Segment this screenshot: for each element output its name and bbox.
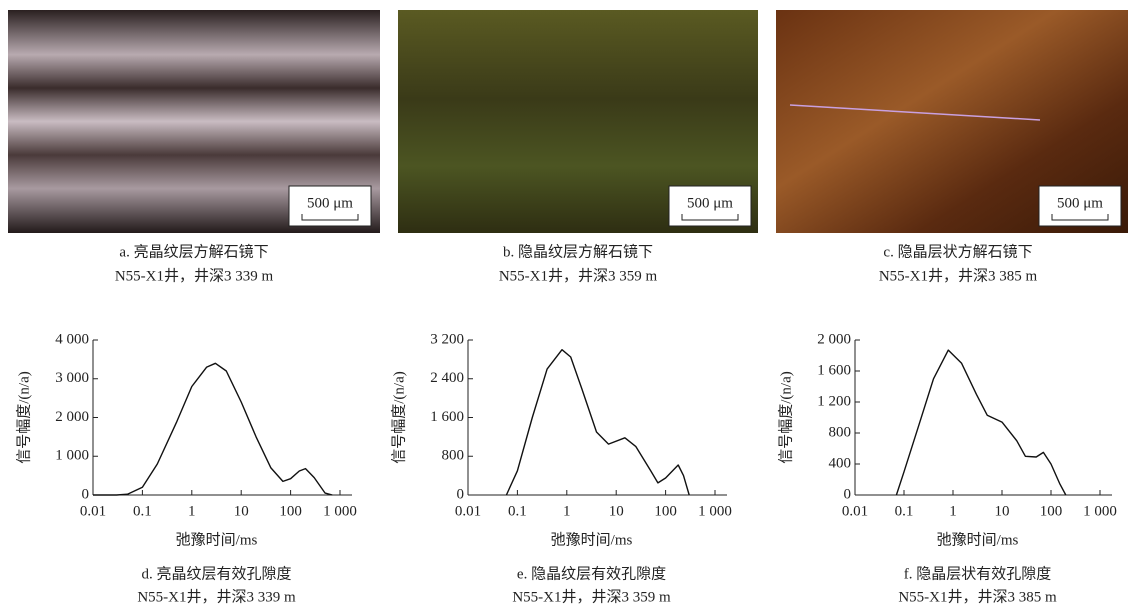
y-tick-label: 2 000 [55,409,89,425]
y-tick-label: 2 400 [430,370,464,386]
x-tick-label: 10 [995,503,1010,519]
x-tick-label: 0.1 [133,503,152,519]
x-tick-label: 1 [949,503,957,519]
line [93,363,332,495]
y-tick-label: 400 [829,455,852,471]
figure: 500 μm a. 亮晶纹层方解石镜下 N55-X1井，井深3 339 m 50… [0,0,1136,608]
caption: b. 隐晶纹层方解石镜下 [503,242,653,260]
y-tick-label: 1 000 [55,448,89,464]
y-tick-label: 3 200 [430,331,464,347]
x-tick-label: 0.1 [508,503,527,519]
caption: N55-X1井，井深3 359 m [512,588,671,605]
line [896,350,1065,495]
caption: e. 隐晶纹层有效孔隙度 [517,565,666,582]
caption: d. 亮晶纹层有效孔隙度 [141,565,291,582]
x-tick-label: 0.01 [80,503,106,519]
y-tick-label: 0 [844,486,852,502]
x-tick-label: 100 [654,503,677,519]
y-tick-label: 2 000 [817,331,851,347]
photo-a: 500 μm a. 亮晶纹层方解石镜下 N55-X1井，井深3 339 m [8,10,380,284]
y-axis-label: 信号幅度/(n/a) [15,371,32,463]
x-tick-label: 1 000 [1083,503,1117,519]
chart: 0 800 1 600 2 400 3 200 0.01 0.1 1 10 100 1 000 信号幅… [390,331,731,605]
caption: c. 隐晶层状方解石镜下 [883,242,1032,260]
x-tick-label: 1 [188,503,196,519]
x-tick-label: 100 [279,503,302,519]
scale-bar-label: 500 μm [687,195,733,211]
x-tick-label: 1 000 [698,503,732,519]
photo-b: 500 μm b. 隐晶纹层方解石镜下 N55-X1井，井深3 359 m [398,10,758,284]
x-axis-label: 弛豫时间/ms [551,531,633,548]
caption: N55-X1井，井深3 385 m [898,588,1057,605]
x-tick-label: 100 [1040,503,1063,519]
x-tick-label: 1 [563,503,571,519]
x-tick-label: 10 [609,503,624,519]
caption: a. 亮晶纹层方解石镜下 [119,242,268,260]
y-tick-label: 4 000 [55,331,89,347]
x-axis-label: 弛豫时间/ms [176,531,258,548]
caption: N55-X1井，井深3 339 m [137,588,296,605]
scale-bar-label: 500 μm [307,195,353,211]
y-tick-label: 1 200 [817,393,851,409]
y-axis-label: 信号幅度/(n/a) [777,371,794,463]
caption: f. 隐晶层状有效孔隙度 [904,565,1052,582]
photo-c: 500 μm c. 隐晶层状方解石镜下 N55-X1井，井深3 385 m [776,10,1128,284]
y-tick-label: 1 600 [430,409,464,425]
y-tick-label: 800 [442,448,465,464]
x-tick-label: 0.01 [842,503,868,519]
y-tick-label: 0 [82,486,90,502]
y-axis-label: 信号幅度/(n/a) [390,371,407,463]
chart: 0 400 800 1 200 1 600 2 000 0.01 0.1 1 10 100 1 000… [777,331,1116,605]
scale-bar-label: 500 μm [1057,195,1103,211]
x-axis-label: 弛豫时间/ms [937,531,1019,548]
y-tick-label: 1 600 [817,362,851,378]
y-tick-label: 0 [457,486,465,502]
caption: N55-X1井，井深3 385 m [879,267,1038,284]
caption: N55-X1井，井深3 339 m [115,267,274,284]
y-tick-label: 800 [829,424,852,440]
x-tick-label: 0.01 [455,503,481,519]
y-tick-label: 3 000 [55,370,89,386]
line [506,350,689,495]
x-tick-label: 0.1 [895,503,914,519]
x-tick-label: 1 000 [323,503,357,519]
chart: 0 1 000 2 000 3 000 4 000 0.01 0.1 1 10 100 1 000 信… [15,331,356,605]
caption: N55-X1井，井深3 359 m [499,267,658,284]
x-tick-label: 10 [234,503,249,519]
